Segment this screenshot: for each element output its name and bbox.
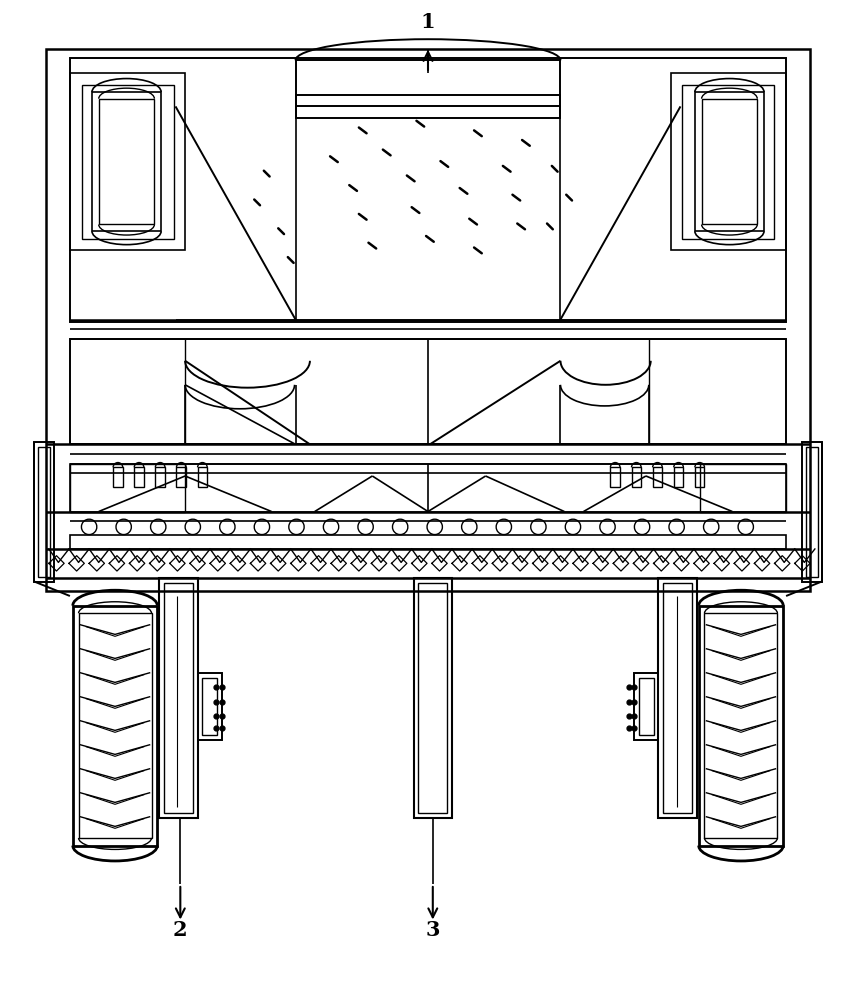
Bar bbox=[413, 578, 452, 818]
Bar bbox=[98, 99, 154, 224]
Bar bbox=[134, 467, 144, 487]
Bar bbox=[34, 442, 54, 582]
Text: 2: 2 bbox=[173, 920, 187, 940]
Bar bbox=[70, 58, 786, 322]
Bar bbox=[663, 583, 692, 813]
Bar bbox=[176, 467, 186, 487]
Bar bbox=[92, 92, 161, 231]
Bar bbox=[610, 467, 620, 487]
Bar bbox=[295, 95, 561, 106]
Bar bbox=[634, 673, 658, 740]
Bar bbox=[632, 467, 641, 487]
Bar bbox=[113, 467, 122, 487]
Bar bbox=[198, 673, 222, 740]
Bar bbox=[70, 73, 185, 250]
Bar bbox=[79, 613, 152, 838]
Bar bbox=[39, 447, 50, 577]
Bar bbox=[70, 535, 786, 549]
Bar bbox=[695, 92, 764, 231]
Bar bbox=[652, 467, 663, 487]
Bar bbox=[674, 467, 683, 487]
Bar bbox=[419, 583, 447, 813]
Bar bbox=[70, 464, 185, 512]
Text: 1: 1 bbox=[420, 12, 436, 32]
Bar bbox=[671, 73, 786, 250]
Bar bbox=[639, 678, 654, 735]
Bar bbox=[699, 464, 786, 512]
Bar bbox=[695, 467, 704, 487]
Bar bbox=[702, 99, 758, 224]
Bar bbox=[658, 578, 697, 818]
Bar bbox=[806, 447, 817, 577]
Bar bbox=[46, 49, 810, 591]
Bar bbox=[295, 60, 561, 118]
Bar bbox=[704, 613, 777, 838]
Bar bbox=[70, 464, 786, 512]
Bar bbox=[155, 467, 165, 487]
Text: 3: 3 bbox=[425, 920, 440, 940]
Bar bbox=[802, 442, 822, 582]
Bar bbox=[82, 85, 174, 239]
Bar bbox=[164, 583, 193, 813]
Bar bbox=[70, 339, 786, 444]
Bar bbox=[159, 578, 198, 818]
Bar bbox=[73, 606, 158, 846]
Bar bbox=[202, 678, 217, 735]
Bar bbox=[698, 606, 783, 846]
Bar bbox=[682, 85, 774, 239]
Bar bbox=[198, 467, 207, 487]
